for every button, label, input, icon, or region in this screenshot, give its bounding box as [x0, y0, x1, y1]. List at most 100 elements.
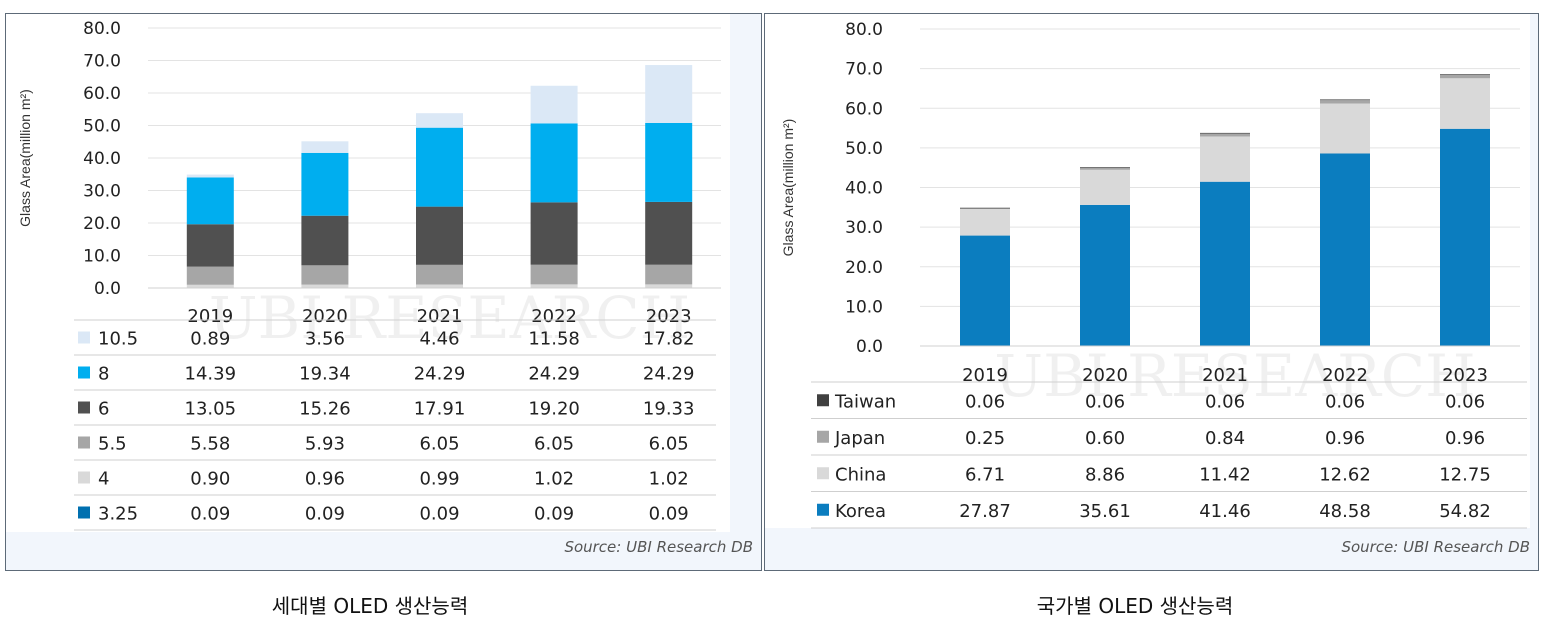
- y-tick-label: 70.0: [845, 60, 883, 80]
- table-cell-value: 0.09: [305, 504, 345, 525]
- table-cell-value: 0.84: [1205, 428, 1245, 449]
- table-cell-value: 3.56: [305, 329, 345, 350]
- table-cell-value: 0.06: [1205, 391, 1245, 412]
- legend-label: 10.5: [98, 329, 138, 350]
- table-cell-value: 19.20: [528, 399, 580, 420]
- bar-segment-japan: [1440, 74, 1490, 79]
- bar-segment-10-5: [645, 65, 693, 123]
- table-cell-value: 0.96: [1445, 428, 1485, 449]
- y-tick-label: 10.0: [83, 247, 121, 267]
- bar-segment-8: [416, 127, 463, 207]
- table-cell-value: 48.58: [1319, 501, 1371, 522]
- bar-segment-japan: [960, 207, 1010, 209]
- y-tick-label: 20.0: [845, 258, 883, 278]
- y-tick-label: 50.0: [83, 117, 121, 137]
- table-cell-value: 11.58: [528, 329, 580, 350]
- stacked-bar-chart-generation: UBI RESEARCH 0.0 10.0 20.0 30.0 40.0 50.0 60.0 7…: [17, 19, 721, 531]
- x-tick-label: 2021: [1202, 365, 1248, 386]
- table-cell-value: 6.05: [534, 434, 574, 455]
- table-cell-value: 6.05: [419, 434, 459, 455]
- y-tick-label: 80.0: [83, 19, 121, 39]
- source-note: Source: UBI Research DB: [1341, 538, 1530, 556]
- table-cell-value: 1.02: [534, 469, 574, 490]
- table-cell-value: 0.09: [534, 504, 574, 525]
- legend-label: 3.25: [98, 504, 138, 525]
- table-cell-value: 6.71: [965, 464, 1005, 485]
- bar-segment-taiwan: [1080, 167, 1130, 168]
- table-cell-value: 0.09: [190, 504, 230, 525]
- watermark-text: UBI RESEARCH: [209, 284, 690, 352]
- table-cell-value: 0.09: [649, 504, 689, 525]
- y-tick-label: 40.0: [845, 179, 883, 199]
- legend-label: China: [835, 464, 886, 485]
- bar-segment-6: [645, 201, 693, 265]
- legend-label: Japan: [834, 428, 885, 449]
- bar-segment-china: [1320, 103, 1370, 154]
- bar-segment-6: [186, 224, 234, 267]
- bar-segment-10-5: [301, 141, 349, 153]
- legend-label: 8: [98, 364, 109, 385]
- table-cell-value: 5.58: [190, 434, 230, 455]
- bar-segment-taiwan: [1320, 99, 1370, 101]
- table-cell-value: 0.96: [1325, 428, 1365, 449]
- chart-panel-country: UBI RESEARCH 0.0 10.0 20.0 30.0 40.0 50.0 60.0 7…: [764, 13, 1539, 571]
- x-tick-label: 2019: [187, 306, 233, 327]
- x-tick-label: 2022: [531, 306, 577, 327]
- table-cell-value: 14.39: [185, 364, 237, 385]
- stacked-bar-chart-country: UBI RESEARCH 0.0 10.0 20.0 30.0 40.0 50.0 60.0 7…: [780, 20, 1527, 529]
- table-cell-value: 54.82: [1439, 501, 1491, 522]
- y-axis-label: Glass Area(million m²): [17, 89, 33, 227]
- table-cell-value: 0.09: [419, 504, 459, 525]
- bar-segment-5-5: [301, 265, 349, 285]
- y-tick-label: 60.0: [83, 84, 121, 104]
- table-cell-value: 24.29: [643, 364, 695, 385]
- caption-generation: 세대별 OLED 생산능력: [271, 594, 469, 618]
- table-cell-value: 12.75: [1439, 464, 1491, 485]
- legend-label: 4: [98, 469, 109, 490]
- bar-segment-8: [645, 122, 693, 202]
- table-cell-value: 0.06: [1085, 391, 1125, 412]
- bar-segment-4: [186, 284, 234, 288]
- bar-segment-china: [1440, 78, 1490, 129]
- bar-segment-japan: [1320, 99, 1370, 104]
- x-tick-label: 2020: [1082, 365, 1128, 386]
- y-tick-label: 30.0: [845, 218, 883, 238]
- bar-segment-china: [960, 208, 1010, 236]
- bar-segment-8: [530, 123, 578, 203]
- caption-country: 국가별 OLED 생산능력: [1036, 594, 1234, 618]
- table-cell-value: 0.99: [419, 469, 459, 490]
- bar-segment-taiwan: [1440, 74, 1490, 75]
- y-tick-label: 10.0: [845, 297, 883, 317]
- table-cell-value: 0.90: [190, 469, 230, 490]
- x-tick-label: 2022: [1322, 365, 1368, 386]
- bar-segment-8: [301, 152, 349, 216]
- table-cell-value: 19.34: [299, 364, 351, 385]
- y-tick-label: 60.0: [845, 99, 883, 119]
- y-tick-label: 40.0: [83, 149, 121, 169]
- y-tick-label: 50.0: [845, 139, 883, 159]
- table-cell-value: 17.82: [643, 329, 695, 350]
- table-cell-value: 17.91: [414, 399, 466, 420]
- bar-segment-korea: [1440, 128, 1490, 346]
- bar-segment-taiwan: [960, 207, 1010, 209]
- table-cell-value: 13.05: [185, 399, 237, 420]
- bar-segment-korea: [1200, 181, 1250, 346]
- y-tick-label: 30.0: [83, 182, 121, 202]
- legend-swatch: [78, 471, 90, 484]
- legend-swatch: [817, 394, 829, 407]
- table-cell-value: 1.02: [649, 469, 689, 490]
- bar-segment-10-5: [186, 174, 234, 178]
- bar-segment-korea: [960, 235, 1010, 346]
- y-tick-label: 80.0: [845, 20, 883, 40]
- table-cell-value: 15.26: [299, 399, 351, 420]
- bar-segment-6: [301, 215, 349, 266]
- legend-swatch: [78, 436, 90, 449]
- bar-segment-4: [416, 284, 463, 288]
- bar-segment-10-5: [416, 113, 463, 128]
- legend-label: 6: [98, 399, 109, 420]
- bar-segment-6: [530, 202, 578, 265]
- bar-segment-taiwan: [1200, 132, 1250, 134]
- chart-panel-generation: UBI RESEARCH 0.0 10.0 20.0 30.0 40.0 50.0 60.0 7…: [5, 13, 762, 571]
- x-tick-label: 2023: [646, 306, 692, 327]
- bar-segment-5-5: [645, 264, 693, 285]
